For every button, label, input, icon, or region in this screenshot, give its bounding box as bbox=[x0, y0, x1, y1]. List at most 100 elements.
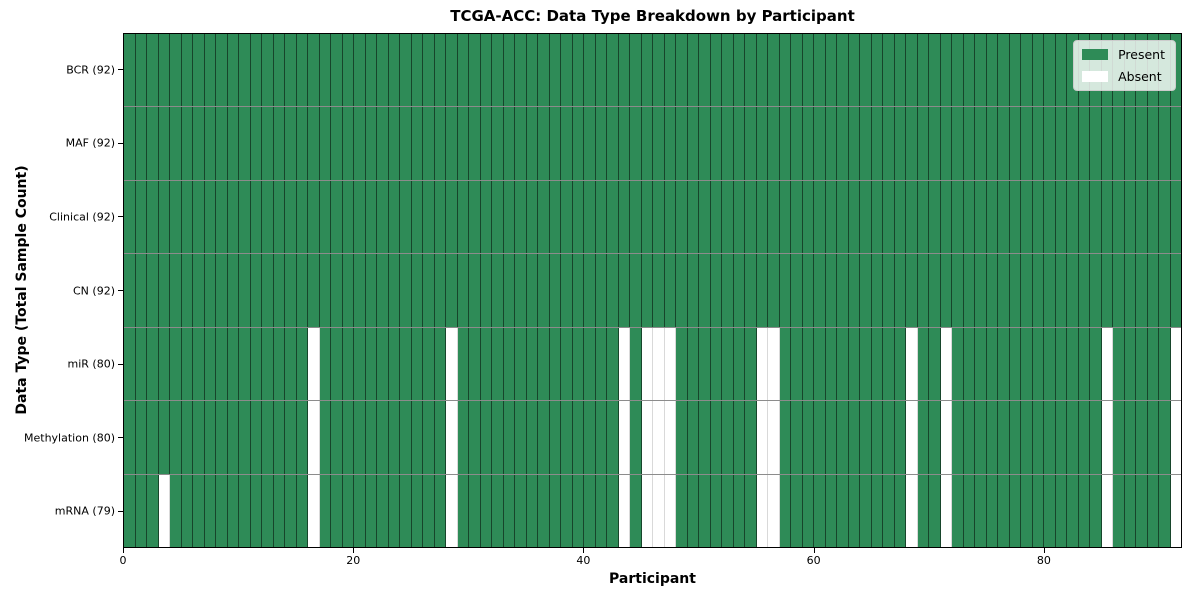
heatmap-cell bbox=[618, 254, 630, 327]
heatmap-cell bbox=[940, 254, 952, 327]
heatmap-cell bbox=[825, 401, 837, 474]
heatmap-cell bbox=[1044, 401, 1056, 474]
heatmap-cell bbox=[572, 34, 584, 107]
heatmap-cell bbox=[285, 34, 297, 107]
heatmap-cell bbox=[446, 254, 458, 327]
heatmap-cell bbox=[1113, 180, 1125, 254]
heatmap-cell bbox=[906, 401, 918, 474]
heatmap-cell bbox=[653, 34, 665, 107]
heatmap-cell bbox=[572, 401, 584, 474]
heatmap-cell bbox=[1055, 34, 1067, 107]
heatmap-cell bbox=[273, 401, 285, 474]
heatmap-cell bbox=[354, 107, 366, 180]
heatmap-cell bbox=[917, 474, 929, 547]
heatmap-cell bbox=[492, 401, 504, 474]
heatmap-cell bbox=[549, 327, 561, 401]
x-axis-label: Participant bbox=[609, 571, 696, 587]
heatmap-cell bbox=[285, 107, 297, 180]
heatmap-cell bbox=[308, 401, 320, 474]
heatmap-cell bbox=[883, 474, 895, 547]
heatmap-cell bbox=[641, 474, 653, 547]
heatmap-cell bbox=[503, 327, 515, 401]
heatmap-cell bbox=[193, 401, 205, 474]
heatmap-cell bbox=[1170, 327, 1181, 401]
heatmap-cell bbox=[963, 107, 975, 180]
heatmap-cell bbox=[975, 401, 987, 474]
heatmap-cell bbox=[963, 180, 975, 254]
heatmap-cell bbox=[802, 107, 814, 180]
heatmap-cell bbox=[779, 327, 791, 401]
heatmap-cell bbox=[227, 180, 239, 254]
heatmap-cell bbox=[779, 180, 791, 254]
heatmap-cell bbox=[434, 254, 446, 327]
x-tick-label: 60 bbox=[806, 554, 821, 567]
heatmap-cell bbox=[791, 180, 803, 254]
heatmap-cell bbox=[687, 401, 699, 474]
heatmap-cell bbox=[457, 34, 469, 107]
heatmap-cell bbox=[1124, 401, 1136, 474]
heatmap-cell bbox=[1147, 327, 1159, 401]
heatmap-cell bbox=[239, 254, 251, 327]
heatmap-cell bbox=[158, 107, 170, 180]
heatmap-cell bbox=[1136, 474, 1148, 547]
heatmap-cell bbox=[607, 107, 619, 180]
heatmap-cell bbox=[262, 474, 274, 547]
heatmap-cell bbox=[262, 34, 274, 107]
heatmap-cell bbox=[227, 327, 239, 401]
heatmap-cell bbox=[423, 107, 435, 180]
heatmap-cell bbox=[929, 107, 941, 180]
heatmap-cell bbox=[388, 107, 400, 180]
legend-label-present: Present bbox=[1118, 47, 1165, 62]
heatmap-cell bbox=[1078, 180, 1090, 254]
heatmap-cell bbox=[1032, 34, 1044, 107]
heatmap-cell bbox=[538, 254, 550, 327]
heatmap-row bbox=[124, 107, 1181, 181]
heatmap-cell bbox=[365, 401, 377, 474]
heatmap-cell bbox=[1136, 107, 1148, 180]
heatmap-cell bbox=[400, 327, 412, 401]
heatmap-cell bbox=[745, 474, 757, 547]
plot-area: Present Absent bbox=[123, 33, 1182, 548]
heatmap-cell bbox=[710, 327, 722, 401]
heatmap-cell bbox=[296, 34, 308, 107]
heatmap-cell bbox=[1067, 254, 1079, 327]
heatmap-cell bbox=[687, 34, 699, 107]
heatmap-cell bbox=[584, 401, 596, 474]
heatmap-cell bbox=[917, 327, 929, 401]
heatmap-cell bbox=[756, 254, 768, 327]
heatmap-cell bbox=[871, 474, 883, 547]
heatmap-cell bbox=[538, 327, 550, 401]
heatmap-cell bbox=[814, 327, 826, 401]
heatmap-cell bbox=[1078, 107, 1090, 180]
heatmap-cell bbox=[802, 34, 814, 107]
heatmap-row bbox=[124, 180, 1181, 255]
heatmap-cell bbox=[181, 34, 193, 107]
heatmap-cell bbox=[354, 401, 366, 474]
legend-item-absent: Absent bbox=[1082, 69, 1165, 84]
heatmap-cell bbox=[894, 107, 906, 180]
heatmap-cell bbox=[308, 474, 320, 547]
heatmap-cell bbox=[147, 254, 159, 327]
heatmap-cell bbox=[745, 34, 757, 107]
heatmap-cell bbox=[1090, 180, 1102, 254]
heatmap-cell bbox=[388, 327, 400, 401]
heatmap-cell bbox=[1009, 180, 1021, 254]
heatmap-cell bbox=[768, 254, 780, 327]
heatmap-cell bbox=[1147, 180, 1159, 254]
heatmap-cell bbox=[940, 34, 952, 107]
heatmap-cell bbox=[733, 327, 745, 401]
heatmap-cell bbox=[618, 474, 630, 547]
heatmap-cell bbox=[204, 327, 216, 401]
x-tick-mark bbox=[583, 548, 585, 553]
heatmap-cell bbox=[411, 474, 423, 547]
y-tick-mark bbox=[118, 142, 123, 144]
heatmap-cell bbox=[894, 327, 906, 401]
heatmap-cell bbox=[561, 107, 573, 180]
heatmap-cell bbox=[273, 180, 285, 254]
heatmap-cell bbox=[929, 401, 941, 474]
heatmap-cell bbox=[273, 107, 285, 180]
heatmap-cell bbox=[1159, 254, 1171, 327]
heatmap-cell bbox=[204, 401, 216, 474]
heatmap-cell bbox=[135, 254, 147, 327]
heatmap-cell bbox=[538, 34, 550, 107]
